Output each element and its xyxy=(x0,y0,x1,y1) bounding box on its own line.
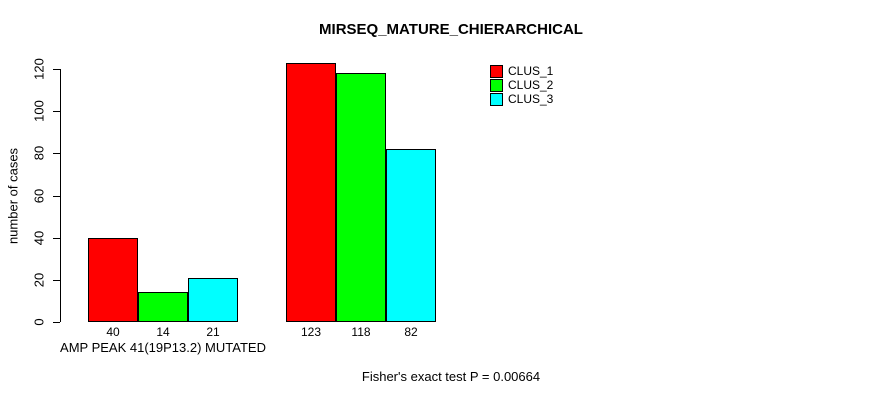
legend-label: CLUS_1 xyxy=(508,64,554,78)
bar-clus_1-group1 xyxy=(88,237,138,322)
bar-value-label: 82 xyxy=(404,325,418,339)
fisher-test-annotation: Fisher's exact test P = 0.00664 xyxy=(361,369,541,384)
y-axis-tick-label: 120 xyxy=(31,58,47,80)
legend-swatch-icon xyxy=(490,92,503,106)
legend-row: CLUS_1 xyxy=(490,64,553,78)
chart-title: MIRSEQ_MATURE_CHIERARCHICAL xyxy=(319,21,583,38)
y-axis-label: number of cases xyxy=(5,147,21,245)
legend-swatch-icon xyxy=(490,64,503,78)
legend-row: CLUS_2 xyxy=(490,78,553,92)
y-axis-tick-label: 60 xyxy=(31,188,47,203)
y-axis-tick xyxy=(53,279,60,281)
bar-clus_3-group2 xyxy=(386,149,436,322)
bar-clus_3-group1 xyxy=(188,277,238,322)
group-category-label: AMP PEAK 41(19P13.2) MUTATED xyxy=(60,340,266,355)
bar-clus_2-group1 xyxy=(138,292,188,322)
y-axis-tick xyxy=(53,153,60,155)
legend: CLUS_1 CLUS_2 CLUS_3 xyxy=(490,64,553,106)
bar-value-label: 14 xyxy=(156,325,170,339)
bar-clus_2-group2 xyxy=(336,73,386,322)
legend-label: CLUS_2 xyxy=(508,78,554,92)
y-axis-tick xyxy=(53,195,60,197)
legend-label: CLUS_3 xyxy=(508,92,554,106)
legend-swatch-icon xyxy=(490,78,503,92)
y-axis-tick-label: 100 xyxy=(31,100,47,123)
legend-row: CLUS_3 xyxy=(490,92,553,106)
bar-value-label: 40 xyxy=(106,325,120,339)
bar-value-label: 118 xyxy=(351,325,371,339)
y-axis-tick xyxy=(53,322,60,323)
y-axis-tick-label: 80 xyxy=(31,146,47,161)
y-axis-tick xyxy=(53,111,60,113)
y-axis-tick xyxy=(53,237,60,239)
y-axis-line xyxy=(60,69,61,322)
y-axis-tick-label: 0 xyxy=(31,318,47,326)
y-axis-tick-label: 40 xyxy=(31,230,47,245)
bar-value-label: 123 xyxy=(300,325,322,339)
y-axis-tick xyxy=(53,69,60,70)
bar-clus_1-group2 xyxy=(286,62,336,322)
bar-value-label: 21 xyxy=(206,325,220,339)
y-axis-tick-label: 20 xyxy=(31,272,47,288)
